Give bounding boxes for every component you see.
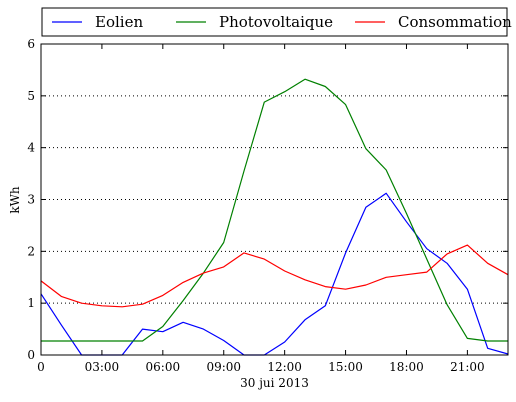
legend: Eolien Photovoltaique Consommation: [41, 7, 512, 37]
series-line-consommation: [40, 244, 509, 308]
x-tick-label-12:00: 12:00: [267, 360, 302, 374]
legend-entry-photovoltaique: Photovoltaique: [176, 13, 333, 31]
y-tick-label-5: 5: [27, 89, 35, 103]
x-tick-label-09:00: 09:00: [206, 360, 241, 374]
grid-lines: [41, 95, 508, 304]
x-tick-label-15:00: 15:00: [328, 360, 363, 374]
y-tick-label-3: 3: [27, 193, 35, 207]
x-tick-label-06:00: 06:00: [146, 360, 181, 374]
legend-box: [41, 7, 508, 37]
legend-label-photovoltaique: Photovoltaique: [219, 13, 333, 31]
series-lines: [40, 78, 509, 356]
series-line-eolien: [40, 192, 509, 356]
x-tick-label-0: 0: [37, 360, 45, 374]
legend-entry-eolien: Eolien: [52, 13, 143, 31]
y-tick-label-2: 2: [27, 244, 35, 258]
y-tick-label-6: 6: [27, 37, 35, 51]
y-tick-label-4: 4: [27, 141, 35, 155]
legend-label-eolien: Eolien: [95, 13, 143, 31]
x-tick-label-03:00: 03:00: [85, 360, 120, 374]
x-axis-label: 30 jui 2013: [240, 376, 309, 390]
axis-ticks: 0 1 2 3 4 5 6 0 03:00 06:00 09:00 12:00 15:00 18:00 21…: [27, 37, 508, 374]
x-tick-label-21:00: 21:00: [450, 360, 485, 374]
legend-entry-consommation: Consommation: [355, 13, 512, 31]
y-axis-label: kWh: [8, 186, 22, 214]
y-tick-label-1: 1: [27, 296, 35, 310]
series-line-photovoltaique: [41, 78, 508, 342]
x-tick-label-18:00: 18:00: [389, 360, 424, 374]
y-tick-label-0: 0: [27, 348, 35, 362]
legend-label-consommation: Consommation: [398, 13, 512, 31]
